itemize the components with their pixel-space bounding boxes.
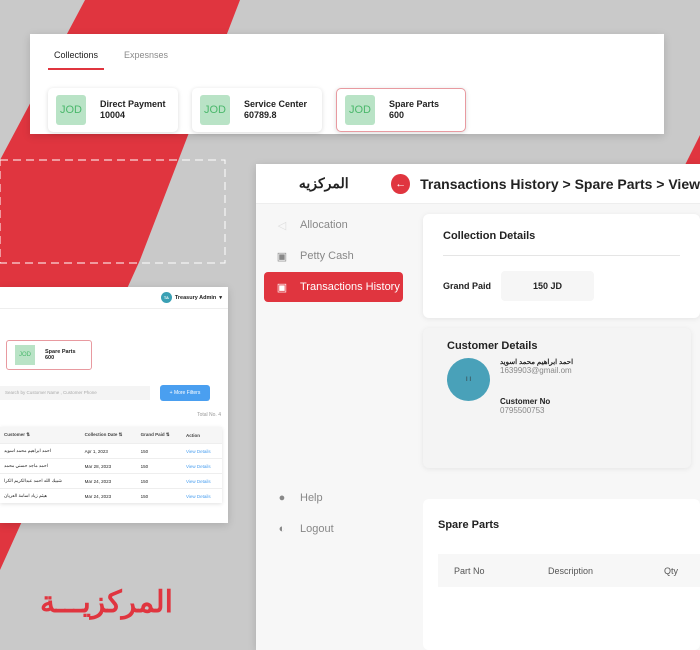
- column-header[interactable]: Collection Date ⇅: [80, 427, 137, 444]
- summary-panel: Collections Expesnses JOD Direct Payment 1…: [30, 34, 664, 134]
- spare-parts-header: Part No Description Qty: [438, 554, 700, 587]
- cell: هيثم زياد اسامة العريان: [0, 488, 81, 503]
- help-icon: ●: [278, 492, 286, 504]
- transactions-table: Customer ⇅ Collection Date ⇅ Grand Paid ⇅ A…: [0, 427, 222, 503]
- column-header: Action: [181, 427, 222, 444]
- sidebar-item-label: Help: [300, 492, 323, 504]
- card-value: 600: [389, 110, 405, 120]
- cell: Mar 24, 2023: [80, 488, 137, 503]
- jod-icon: JOD: [200, 95, 230, 125]
- grand-paid-value: 150 JD: [501, 271, 595, 301]
- spare-parts-card: Spare Parts Part No Description Qty: [423, 499, 700, 650]
- section-title: Customer Details: [447, 340, 538, 352]
- cell: احمد ماجد حسني محمد: [0, 458, 81, 474]
- cell: 150: [136, 473, 182, 489]
- card-value: 600: [45, 355, 55, 361]
- grand-paid-label: Grand Paid: [443, 281, 492, 291]
- column-header: Description: [548, 565, 594, 576]
- jod-icon: JOD: [15, 345, 35, 365]
- sidebar-item-transactions-history[interactable]: ▣ Transactions History: [264, 272, 403, 302]
- transactions-list-panel: TA Treasury Admin ▾ JOD Spare Parts 600 Sear…: [0, 287, 228, 523]
- section-title: Collection Details: [443, 214, 680, 256]
- jod-icon: JOD: [345, 95, 375, 125]
- more-filters-button[interactable]: + More Filters: [160, 385, 210, 401]
- card-title: Spare Parts: [389, 99, 440, 109]
- view-details-link[interactable]: View Details: [181, 473, 222, 489]
- card-title: Spare Parts: [45, 349, 76, 355]
- column-header[interactable]: Customer ⇅: [0, 427, 81, 444]
- view-details-link[interactable]: View Details: [181, 443, 222, 459]
- column-header: Qty: [664, 565, 679, 576]
- card-spare-parts[interactable]: JOD Spare Parts 600: [6, 340, 92, 370]
- sidebar-item-label: Allocation: [300, 219, 348, 231]
- card-title: Direct Payment: [100, 99, 166, 109]
- customer-email: 1639903@gmail.om: [500, 366, 572, 375]
- sidebar-item-label: Transactions History: [300, 281, 400, 293]
- brand-logo: المركزيـــة: [40, 586, 174, 619]
- tab-collections[interactable]: Collections: [48, 46, 105, 70]
- card-spare-parts[interactable]: JOD Spare Parts 600: [336, 88, 466, 132]
- cell: 150: [136, 443, 182, 459]
- sidebar-item-label: Logout: [300, 523, 334, 535]
- tab-expenses[interactable]: Expesnses: [124, 50, 169, 60]
- table-row: احمد ماجد حسني محمد Mar 28, 2023 150 View D…: [0, 458, 222, 474]
- cash-icon: ▣: [276, 281, 288, 294]
- user-menu[interactable]: TA Treasury Admin ▾: [0, 287, 228, 309]
- column-header: Part No: [454, 565, 485, 576]
- card-title: Service Center: [244, 99, 308, 109]
- cell: Mar 24, 2023: [80, 473, 137, 489]
- total-count: Total No. 4: [197, 412, 221, 418]
- sidebar-item-petty-cash[interactable]: ▣ Petty Cash: [264, 241, 403, 271]
- transaction-detail-panel: المركزيه ← Transactions History > Spare …: [256, 164, 700, 650]
- back-arrow-icon[interactable]: ←: [391, 173, 411, 194]
- view-details-link[interactable]: View Details: [181, 458, 222, 474]
- avatar: TA: [160, 292, 172, 303]
- customer-no-label: Customer No: [500, 397, 551, 406]
- view-details-link[interactable]: View Details: [181, 488, 222, 503]
- breadcrumb: Transactions History > Spare Parts > Vie…: [420, 175, 700, 192]
- card-direct-payment[interactable]: JOD Direct Payment 10004: [48, 88, 178, 132]
- cell: Mar 28, 2023: [80, 458, 137, 474]
- cash-icon: ▣: [276, 250, 288, 263]
- sidebar-item-logout[interactable]: ◐ Logout: [264, 514, 403, 544]
- app-logo: المركزيه: [298, 175, 349, 191]
- sidebar-item-help[interactable]: ● Help: [264, 483, 403, 513]
- collection-details-card: Collection Details Grand Paid 150 JD: [423, 214, 700, 318]
- sidebar: ◁ Allocation ▣ Petty Cash ▣ Transactions Hi…: [256, 204, 411, 650]
- table-row: هيثم زياد اسامة العريان Mar 24, 2023 150 Vi…: [0, 488, 222, 503]
- card-service-center[interactable]: JOD Service Center 60789.8: [192, 88, 322, 132]
- customer-avatar: I I: [447, 358, 490, 401]
- table-row: شبيك الله احمد عبدالكريم الكرا Mar 24, 20…: [0, 473, 222, 489]
- search-input[interactable]: Search by Customer Name , Customer Phone: [0, 386, 150, 400]
- customer-details-card: Customer Details I I احمد ابراهيم محمد ا…: [423, 328, 691, 468]
- logout-icon: ◐: [278, 523, 286, 535]
- cell: شبيك الله احمد عبدالكريم الكرا: [0, 473, 81, 489]
- jod-icon: JOD: [56, 95, 86, 125]
- sidebar-item-allocation[interactable]: ◁ Allocation: [264, 210, 403, 240]
- user-name: Treasury Admin: [174, 294, 217, 301]
- customer-no: 0795500753: [500, 406, 545, 415]
- table-row: احمد ابراهيم محمد اسويد Apr 1, 2023 150 Vie…: [0, 443, 222, 459]
- card-value: 10004: [100, 110, 126, 120]
- cell: 150: [136, 488, 182, 503]
- cell: 150: [136, 458, 182, 474]
- allocation-icon: ◁: [277, 219, 287, 232]
- cell: احمد ابراهيم محمد اسويد: [0, 443, 81, 459]
- customer-name: احمد ابراهيم محمد اسويد: [500, 359, 574, 366]
- section-title: Spare Parts: [438, 519, 500, 531]
- caret-down-icon: ▾: [219, 294, 222, 301]
- sidebar-item-label: Petty Cash: [300, 250, 354, 262]
- card-value: 60789.8: [244, 110, 277, 120]
- cell: Apr 1, 2023: [80, 443, 137, 459]
- column-header[interactable]: Grand Paid ⇅: [136, 427, 182, 444]
